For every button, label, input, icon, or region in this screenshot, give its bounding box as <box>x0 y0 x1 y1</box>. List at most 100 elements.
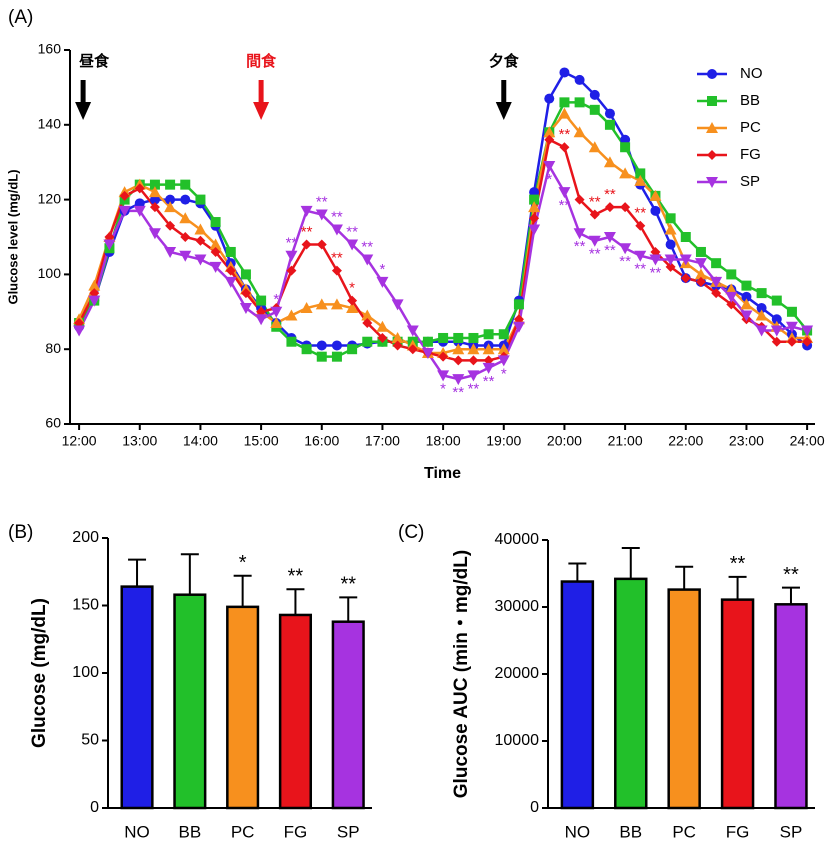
marker <box>771 295 782 306</box>
bar <box>720 598 755 810</box>
y-tick-label: 100 <box>72 664 99 681</box>
significance: ** <box>589 246 601 263</box>
marker <box>513 299 524 310</box>
y-tick-label: 10000 <box>495 732 540 749</box>
y-tick-label: 50 <box>81 732 99 749</box>
marker <box>619 243 632 255</box>
marker <box>118 205 131 217</box>
marker <box>528 201 541 213</box>
x-tick-label: 21:00 <box>608 433 643 449</box>
marker <box>786 336 797 347</box>
significance: ** <box>604 186 616 203</box>
x-tick-label: NO <box>124 822 150 841</box>
significance: ** <box>483 373 495 390</box>
marker <box>119 190 130 201</box>
marker <box>180 232 191 242</box>
marker <box>422 336 433 347</box>
marker <box>680 273 691 284</box>
marker <box>756 303 767 314</box>
marker <box>376 276 389 288</box>
y-tick-label: 20000 <box>495 665 540 682</box>
significance: ** <box>331 250 343 267</box>
y-tick-label: 30000 <box>495 598 540 615</box>
marker <box>558 107 571 119</box>
series-line <box>78 101 809 358</box>
marker <box>634 250 647 262</box>
significance: ** <box>468 380 480 397</box>
marker <box>452 374 465 386</box>
significance: ** <box>634 261 646 278</box>
marker <box>694 258 707 270</box>
x-tick-label: 16:00 <box>304 433 339 449</box>
marker <box>331 340 342 351</box>
significance: ** <box>604 242 616 259</box>
marker <box>573 228 586 240</box>
marker <box>482 343 495 355</box>
marker <box>209 238 222 250</box>
bar <box>774 603 808 810</box>
marker <box>73 325 86 337</box>
significance: ** <box>452 384 464 401</box>
x-tick-label: 15:00 <box>244 433 279 449</box>
significance: ** <box>316 194 328 211</box>
marker <box>710 276 723 288</box>
marker <box>695 246 706 257</box>
marker <box>756 288 767 299</box>
marker <box>194 254 207 266</box>
marker <box>755 309 768 321</box>
x-tick-label: 24:00 <box>790 433 825 449</box>
marker <box>225 246 236 257</box>
marker <box>330 224 343 236</box>
event-arrowhead <box>253 102 270 120</box>
marker <box>740 310 753 322</box>
significance: ** <box>619 253 631 270</box>
marker <box>497 355 510 367</box>
marker <box>316 340 327 351</box>
significance: ** <box>589 194 601 211</box>
marker <box>316 351 327 362</box>
marker <box>453 332 464 343</box>
significance: ** <box>559 197 571 214</box>
x-tick-label: PC <box>231 822 255 841</box>
marker <box>437 370 450 382</box>
y-tick-label: 80 <box>45 340 61 356</box>
marker <box>103 239 116 251</box>
marker <box>316 239 327 250</box>
x-tick-label: 14:00 <box>183 433 218 449</box>
event-label: 間食 <box>246 52 277 70</box>
marker <box>771 336 782 347</box>
significance: ** <box>301 223 313 240</box>
y-axis-title: Glucose AUC (min・mg/dL) <box>451 550 472 798</box>
event-arrowhead <box>495 102 512 120</box>
event-label: 昼食 <box>79 52 110 70</box>
marker <box>194 223 207 235</box>
marker <box>301 344 312 355</box>
panel-label: (B) <box>8 522 33 543</box>
marker <box>210 246 221 257</box>
x-tick-label: 17:00 <box>365 433 400 449</box>
marker <box>679 254 692 266</box>
marker <box>225 265 236 276</box>
marker <box>543 126 556 138</box>
marker <box>149 202 160 213</box>
bar <box>614 577 648 810</box>
series-line <box>77 111 808 355</box>
marker <box>649 189 662 201</box>
marker <box>300 302 313 314</box>
x-tick-label: 12:00 <box>62 433 97 449</box>
marker <box>438 332 449 343</box>
marker <box>711 258 722 269</box>
legend-label: SP <box>740 173 760 190</box>
significance: * <box>349 280 355 297</box>
x-axis-title: Time <box>424 465 461 482</box>
significance: * <box>239 552 247 574</box>
significance: * <box>501 365 507 382</box>
marker <box>165 220 176 231</box>
panel-label: (C) <box>398 522 424 543</box>
legend-marker <box>706 122 718 133</box>
y-tick-label: 160 <box>38 41 62 57</box>
marker <box>604 202 615 213</box>
significance: ** <box>634 205 646 222</box>
marker <box>133 205 146 217</box>
x-tick-label: SP <box>337 822 360 841</box>
